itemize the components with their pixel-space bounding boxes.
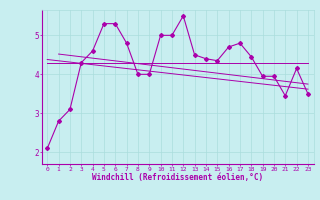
X-axis label: Windchill (Refroidissement éolien,°C): Windchill (Refroidissement éolien,°C) <box>92 173 263 182</box>
